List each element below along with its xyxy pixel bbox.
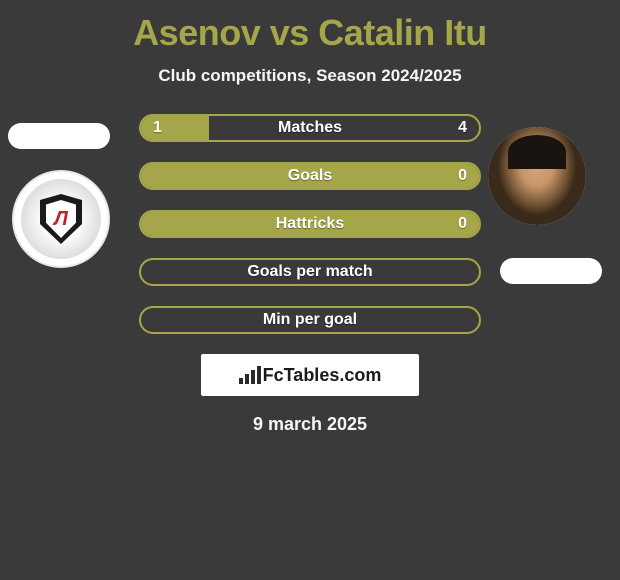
- infographic-date: 9 march 2025: [0, 414, 620, 435]
- player-left-club-badge: Л: [12, 170, 110, 268]
- stat-label: Min per goal: [263, 311, 357, 329]
- stat-label: Goals per match: [247, 263, 372, 281]
- stat-label: Goals: [288, 167, 332, 185]
- player-right-club-badge-placeholder: [500, 258, 602, 284]
- comparison-infographic: Asenov vs Catalin Itu Club competitions,…: [0, 0, 620, 580]
- stat-row-goals-per-match: Goals per match: [139, 258, 481, 286]
- stat-right-value: 0: [458, 167, 467, 185]
- stat-fill: [141, 116, 209, 140]
- logo-text: FcTables.com: [263, 365, 382, 386]
- club-badge-icon: Л: [21, 179, 101, 259]
- stat-right-value: 4: [458, 119, 467, 137]
- stat-row-matches: 1 Matches 4: [139, 114, 481, 142]
- stat-right-value: 0: [458, 215, 467, 233]
- source-logo[interactable]: FcTables.com: [201, 354, 419, 396]
- stat-row-hattricks: Hattricks 0: [139, 210, 481, 238]
- player-left-avatar-placeholder: [8, 123, 110, 149]
- stat-row-min-per-goal: Min per goal: [139, 306, 481, 334]
- stat-left-value: 1: [153, 119, 162, 137]
- player-right-avatar: [488, 127, 586, 225]
- stat-label: Hattricks: [276, 215, 344, 233]
- page-title: Asenov vs Catalin Itu: [0, 0, 620, 54]
- bar-chart-icon: [239, 366, 261, 384]
- stat-label: Matches: [278, 119, 342, 137]
- avatar-face-icon: [488, 127, 586, 225]
- stat-row-goals: Goals 0: [139, 162, 481, 190]
- subtitle: Club competitions, Season 2024/2025: [0, 66, 620, 86]
